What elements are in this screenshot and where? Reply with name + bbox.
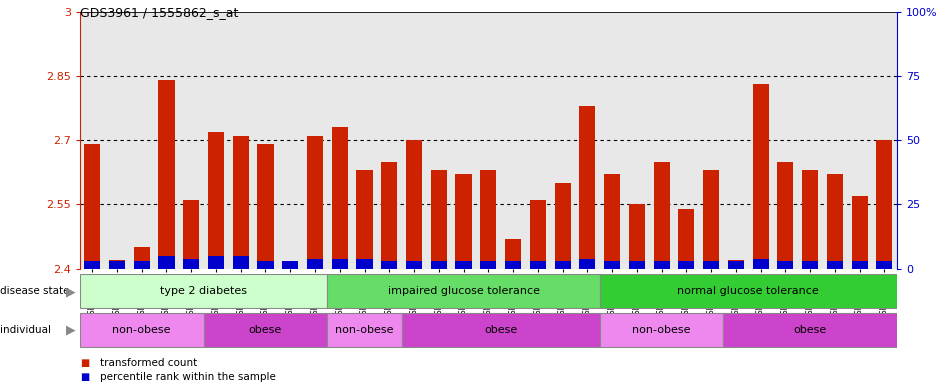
Bar xyxy=(678,261,694,269)
Bar xyxy=(654,162,670,269)
Bar xyxy=(233,256,249,269)
Bar xyxy=(233,136,249,269)
Text: GDS3961 / 1555862_s_at: GDS3961 / 1555862_s_at xyxy=(80,6,239,19)
Bar xyxy=(728,261,744,269)
Bar xyxy=(257,144,273,269)
Bar xyxy=(133,247,149,269)
Bar xyxy=(777,261,793,269)
Bar xyxy=(480,261,497,269)
Bar xyxy=(579,258,595,269)
Bar xyxy=(455,174,471,269)
Bar xyxy=(723,313,897,347)
Bar xyxy=(827,174,843,269)
Bar xyxy=(604,174,620,269)
Text: normal glucose tolerance: normal glucose tolerance xyxy=(677,286,819,296)
Bar xyxy=(331,258,347,269)
Bar xyxy=(357,170,373,269)
Bar xyxy=(876,140,892,269)
Bar xyxy=(257,261,273,269)
Bar xyxy=(159,256,175,269)
Bar xyxy=(752,258,769,269)
Bar xyxy=(802,261,818,269)
Bar xyxy=(505,239,521,269)
Bar xyxy=(331,127,347,269)
Bar xyxy=(555,261,571,269)
Bar xyxy=(604,261,620,269)
Bar xyxy=(328,275,600,308)
Bar xyxy=(555,183,571,269)
Text: non-obese: non-obese xyxy=(632,325,691,335)
Bar xyxy=(204,313,328,347)
Text: non-obese: non-obese xyxy=(113,325,171,335)
Text: ▶: ▶ xyxy=(66,323,75,336)
Text: ■: ■ xyxy=(80,372,89,382)
Bar xyxy=(678,209,694,269)
Bar xyxy=(480,170,497,269)
Text: impaired glucose tolerance: impaired glucose tolerance xyxy=(388,286,540,296)
Bar xyxy=(307,258,323,269)
Bar xyxy=(406,261,422,269)
Bar xyxy=(283,265,299,269)
Bar xyxy=(827,261,843,269)
Text: individual: individual xyxy=(0,325,51,335)
Text: obese: obese xyxy=(793,325,826,335)
Bar xyxy=(431,261,447,269)
Bar xyxy=(802,170,818,269)
Bar xyxy=(159,80,175,269)
Bar xyxy=(109,260,125,269)
Text: obese: obese xyxy=(484,325,517,335)
Bar xyxy=(629,205,645,269)
Bar xyxy=(406,140,422,269)
Bar xyxy=(455,261,471,269)
Text: obese: obese xyxy=(249,325,282,335)
Bar xyxy=(183,258,199,269)
Bar xyxy=(530,261,546,269)
Text: transformed count: transformed count xyxy=(100,358,198,368)
Bar xyxy=(876,261,892,269)
Bar xyxy=(328,313,402,347)
Bar xyxy=(208,256,224,269)
Text: disease state: disease state xyxy=(0,286,69,296)
Bar xyxy=(505,261,521,269)
Bar xyxy=(85,144,100,269)
Bar xyxy=(109,261,125,269)
Bar xyxy=(600,313,723,347)
Text: type 2 diabetes: type 2 diabetes xyxy=(160,286,247,296)
Bar xyxy=(283,261,299,269)
Bar xyxy=(357,258,373,269)
Bar xyxy=(133,261,149,269)
Bar xyxy=(852,196,868,269)
Bar xyxy=(85,261,100,269)
Bar xyxy=(852,261,868,269)
Bar xyxy=(530,200,546,269)
Bar xyxy=(80,313,204,347)
Text: percentile rank within the sample: percentile rank within the sample xyxy=(100,372,276,382)
Bar xyxy=(80,275,328,308)
Bar xyxy=(381,162,397,269)
Bar xyxy=(654,261,670,269)
Bar xyxy=(381,261,397,269)
Bar xyxy=(777,162,793,269)
Bar xyxy=(600,275,897,308)
Text: ■: ■ xyxy=(80,358,89,368)
Bar xyxy=(183,200,199,269)
Text: ▶: ▶ xyxy=(66,285,75,298)
Bar xyxy=(431,170,447,269)
Text: non-obese: non-obese xyxy=(335,325,393,335)
Bar xyxy=(629,261,645,269)
Bar xyxy=(703,170,719,269)
Bar xyxy=(208,132,224,269)
Bar xyxy=(728,260,744,269)
Bar xyxy=(402,313,600,347)
Bar xyxy=(307,136,323,269)
Bar xyxy=(579,106,595,269)
Bar xyxy=(703,261,719,269)
Bar xyxy=(752,84,769,269)
